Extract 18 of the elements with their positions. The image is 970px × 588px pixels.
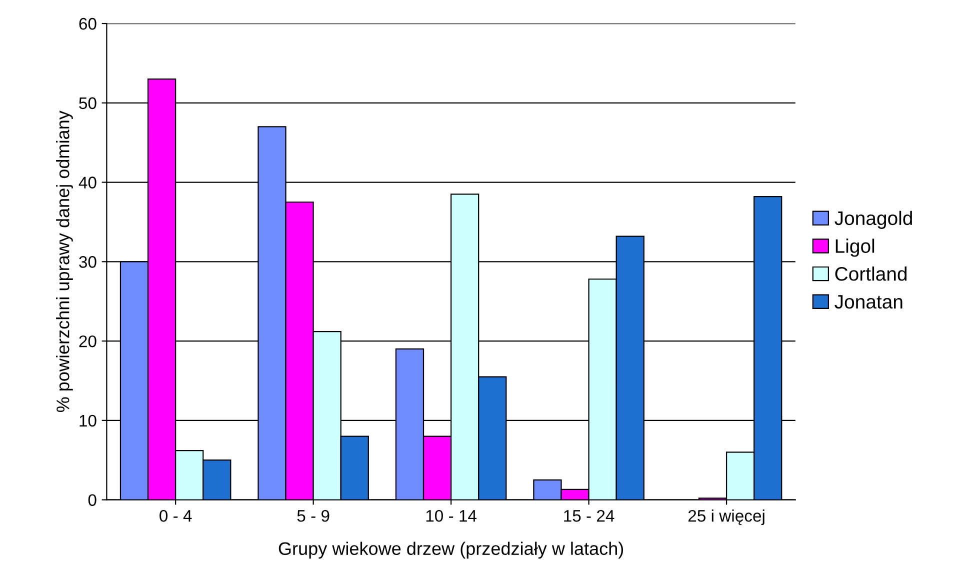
x-tick-label: 15 - 24 — [564, 510, 614, 522]
legend-label: Cortland — [835, 266, 907, 281]
legend-label: Ligol — [836, 238, 874, 257]
x-tick-label: 5 - 9 — [297, 510, 330, 522]
y-tick-label: 20 — [79, 335, 96, 348]
y-tick-label: 60 — [79, 18, 96, 30]
y-tick-label: 50 — [79, 97, 96, 110]
y-tick-label: 40 — [78, 176, 96, 188]
y-tick-label: 30 — [79, 256, 96, 268]
y-tick-label: 0 — [88, 494, 96, 506]
x-tick-label: 25 i więcej — [688, 510, 764, 526]
x-tick-label: 0 - 4 — [160, 510, 192, 522]
legend-label: Jonagold — [834, 210, 912, 229]
y-tick-label: 10 — [80, 414, 96, 427]
x-tick-label: 10 - 14 — [426, 510, 477, 522]
y-axis-title: % powierzchni uprawy danej odmiany — [56, 110, 73, 412]
legend-label: Jonatan — [834, 295, 902, 309]
x-axis-title: Grupy wiekowe drzew (przedziały w latach) — [278, 542, 624, 559]
